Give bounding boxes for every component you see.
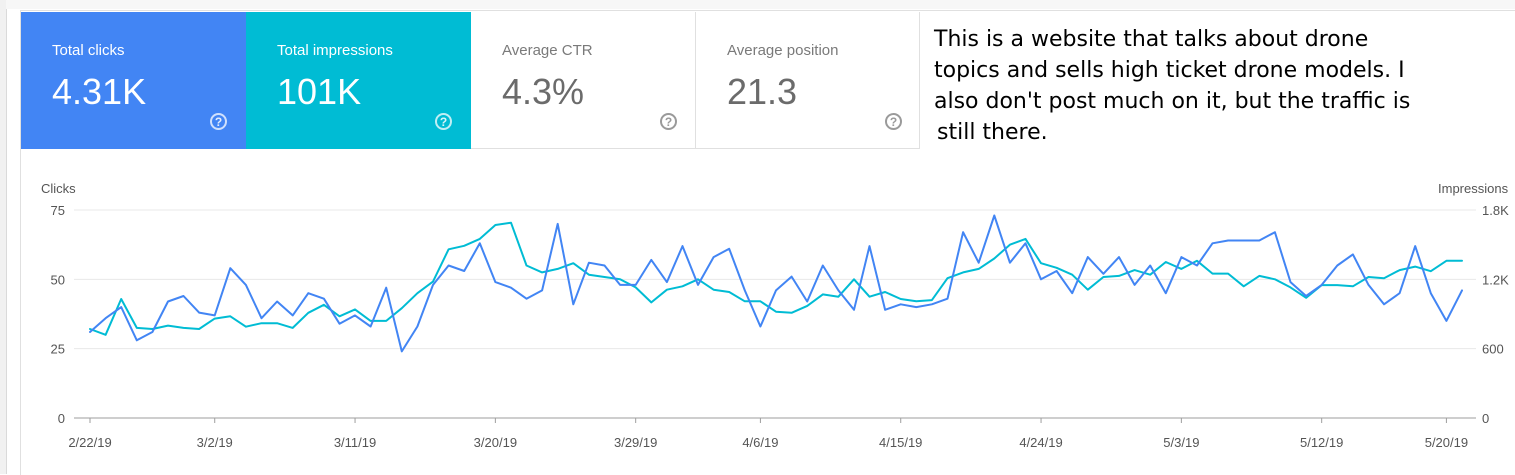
average-position-label: Average position — [727, 42, 839, 59]
help-icon[interactable]: ? — [660, 113, 677, 130]
left-tick-label: 25 — [51, 342, 65, 357]
right-tick-label: 1.8K — [1482, 203, 1509, 218]
series-line-clicks — [89, 214, 1463, 353]
right-tick-label: 1.2K — [1482, 272, 1509, 287]
x-tick-label: 4/15/19 — [879, 435, 922, 450]
average-ctr-label: Average CTR — [502, 42, 593, 59]
right-tick-label: 600 — [1482, 342, 1504, 357]
right-tick-label: 0 — [1482, 411, 1489, 426]
help-icon[interactable]: ? — [435, 113, 452, 130]
x-tick-label: 2/22/19 — [68, 435, 111, 450]
total-clicks-value: 4.31K — [52, 71, 147, 112]
right-axis-title: Impressions — [1438, 181, 1509, 196]
total-clicks-card[interactable]: Total clicks 4.31K ? — [21, 12, 246, 149]
total-impressions-label: Total impressions — [277, 42, 393, 59]
total-impressions-value: 101K — [277, 71, 362, 112]
window-left-edge — [0, 0, 7, 474]
x-tick-label: 3/29/19 — [614, 435, 657, 450]
x-tick-label: 5/12/19 — [1300, 435, 1343, 450]
help-icon[interactable]: ? — [210, 113, 227, 130]
left-axis-title: Clicks — [41, 181, 76, 196]
series-line-impressions — [89, 221, 1463, 336]
average-ctr-card[interactable]: Average CTR 4.3% ? — [471, 12, 696, 149]
total-clicks-label: Total clicks — [52, 42, 125, 59]
annotation-line: This is a website that talks about drone — [934, 27, 1369, 52]
average-position-value: 21.3 — [727, 71, 798, 112]
annotation-note: This is a website that talks about drone… — [934, 24, 1494, 148]
left-tick-label: 0 — [58, 411, 65, 426]
help-icon[interactable]: ? — [885, 113, 902, 130]
left-tick-label: 50 — [51, 272, 65, 287]
annotation-line: also don't post much on it, but the traf… — [934, 89, 1411, 114]
annotation-line: topics and sells high ticket drone model… — [934, 58, 1405, 83]
x-tick-label: 5/20/19 — [1425, 435, 1468, 450]
total-impressions-card[interactable]: Total impressions 101K ? — [246, 12, 471, 149]
average-ctr-value: 4.3% — [502, 71, 585, 112]
x-tick-label: 4/6/19 — [742, 435, 778, 450]
x-tick-label: 5/3/19 — [1163, 435, 1199, 450]
x-tick-label: 3/2/19 — [197, 435, 233, 450]
x-tick-label: 3/11/19 — [334, 435, 376, 450]
x-tick-label: 3/20/19 — [474, 435, 517, 450]
x-tick-label: 4/24/19 — [1019, 435, 1062, 450]
left-tick-label: 75 — [51, 203, 65, 218]
window-top-edge — [6, 0, 1515, 9]
average-position-card[interactable]: Average position 21.3 ? — [696, 12, 920, 149]
annotation-line: still there. — [937, 120, 1048, 145]
